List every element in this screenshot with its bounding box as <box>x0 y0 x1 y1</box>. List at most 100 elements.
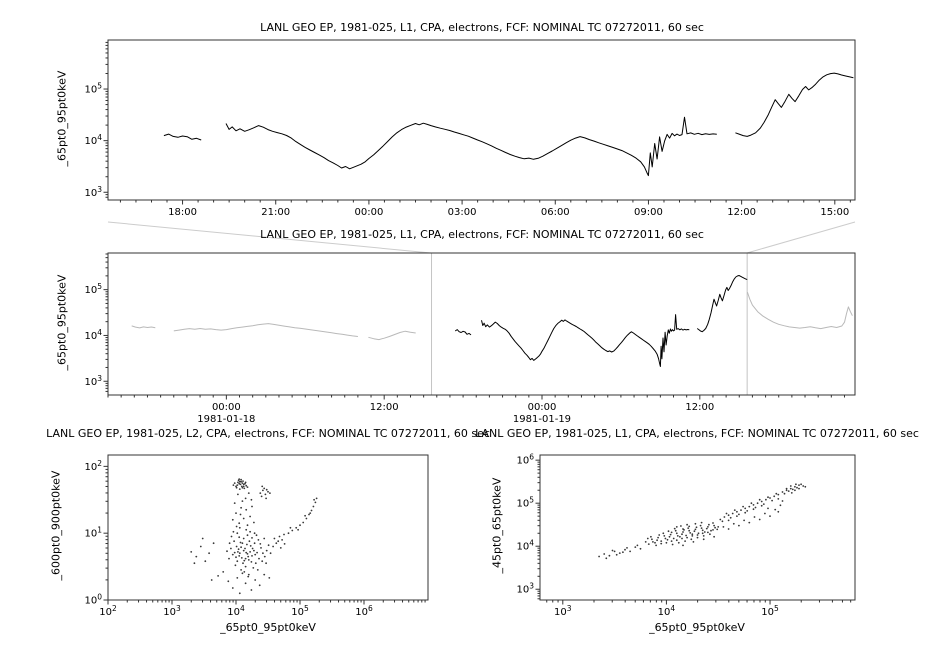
scatter-point <box>771 499 773 502</box>
scatter-point <box>245 551 248 554</box>
tick-label: 100 <box>84 593 102 607</box>
scatter-point <box>244 557 247 560</box>
scatter-point <box>253 521 255 524</box>
scatter-point <box>249 515 252 518</box>
scatter-point <box>709 533 711 536</box>
plot-frame <box>107 39 856 201</box>
scatter-point <box>684 540 686 542</box>
series-path <box>368 330 416 341</box>
scatter-point <box>283 543 286 545</box>
scatter-point <box>233 551 236 554</box>
scatter-point <box>647 543 650 545</box>
scatter-point <box>668 535 671 538</box>
scatter-point <box>231 587 234 589</box>
zoom-connector-left <box>107 221 432 254</box>
scatter-point <box>240 506 243 509</box>
scatter-point <box>727 519 730 522</box>
scatter-point <box>226 550 228 553</box>
tick-label: 21:00 <box>261 207 290 218</box>
scatter-point <box>688 525 691 528</box>
scatter-point <box>204 560 207 563</box>
scatter-point <box>212 542 215 545</box>
scatter-point <box>246 534 249 537</box>
scatter-point <box>657 536 659 539</box>
scatter-point <box>241 500 244 502</box>
plot-frame <box>107 454 429 601</box>
scatter-point <box>703 531 706 533</box>
scatter-point <box>785 489 788 492</box>
scatter-point <box>702 535 705 537</box>
scatter-point <box>254 562 257 565</box>
scatter-point <box>696 536 699 539</box>
scatter-point <box>714 526 716 529</box>
panel-scatter-right[interactable]: 103 104 105 103 104 105 106 <box>516 453 856 618</box>
scatter-point <box>238 478 241 480</box>
tick-label: 06:00 <box>541 207 570 218</box>
series-path <box>163 133 202 141</box>
scatter-point <box>789 485 792 487</box>
scatter-point <box>222 571 225 573</box>
scatter-point <box>313 498 315 501</box>
scatter-point <box>670 531 673 534</box>
tick-label: 12:00 <box>370 402 399 413</box>
series-path <box>696 275 748 333</box>
scatter-point <box>777 510 780 513</box>
tick-label: 102 <box>99 604 117 618</box>
scatter-point <box>598 555 600 558</box>
scatter-point <box>249 551 252 553</box>
scatter-point <box>239 483 242 486</box>
scatter-point <box>624 548 626 551</box>
scatter-point <box>682 531 684 533</box>
series-path <box>735 72 854 137</box>
scatter-point <box>195 555 198 558</box>
scatter-point <box>702 538 705 541</box>
scatter-point <box>658 534 661 536</box>
scatter-point <box>605 557 608 560</box>
scatter-point <box>295 526 298 529</box>
scatter-point <box>247 575 250 578</box>
scatter-point <box>263 555 266 558</box>
scatter-point <box>238 536 241 539</box>
scatter-point <box>242 549 245 552</box>
tick-label: 18:00 <box>168 207 197 218</box>
scatter-point <box>239 541 242 544</box>
scatter-point <box>210 579 213 581</box>
tick-label: 00:00 <box>212 402 241 413</box>
scatter-point <box>228 542 231 545</box>
scatter-point <box>789 487 792 490</box>
tick-label: 105 <box>516 496 534 510</box>
scatter-point <box>644 541 647 543</box>
scatter-point <box>804 485 807 488</box>
scatter-point <box>193 562 196 565</box>
scatter-point <box>242 562 244 565</box>
scatter-point <box>664 537 667 540</box>
zoom-selection-box[interactable] <box>431 252 748 396</box>
scatter-point <box>634 546 637 548</box>
panel-scatter-left[interactable]: 102 103 104 105 106 100 101 102 <box>84 454 429 618</box>
scatter-point <box>716 528 719 531</box>
panel-top-timeseries[interactable]: 18:00 21:00 00:00 03:00 06:00 09:00 12:00 15:00… <box>84 39 856 218</box>
scatter-point <box>287 532 290 535</box>
scatter-point <box>680 525 682 527</box>
scatter-point <box>240 557 243 559</box>
scatter-point <box>671 543 674 546</box>
scatter-point <box>736 510 738 513</box>
series-path <box>225 116 717 177</box>
tick-label: 00:00 <box>528 402 557 413</box>
scatter-point <box>646 537 649 540</box>
scatter-point <box>639 547 642 550</box>
scatter-point <box>603 553 606 555</box>
scatter-point <box>748 521 751 524</box>
scatter-point <box>299 524 301 527</box>
scatter-point <box>267 544 270 547</box>
scatter-point <box>740 509 742 511</box>
scatter-point <box>244 497 247 500</box>
scatter-point <box>705 527 708 530</box>
scatter-point <box>239 513 242 516</box>
scatter-point <box>629 550 631 553</box>
scatter-point <box>238 522 241 525</box>
scatter-point <box>265 562 267 565</box>
scatter-point <box>708 523 710 526</box>
